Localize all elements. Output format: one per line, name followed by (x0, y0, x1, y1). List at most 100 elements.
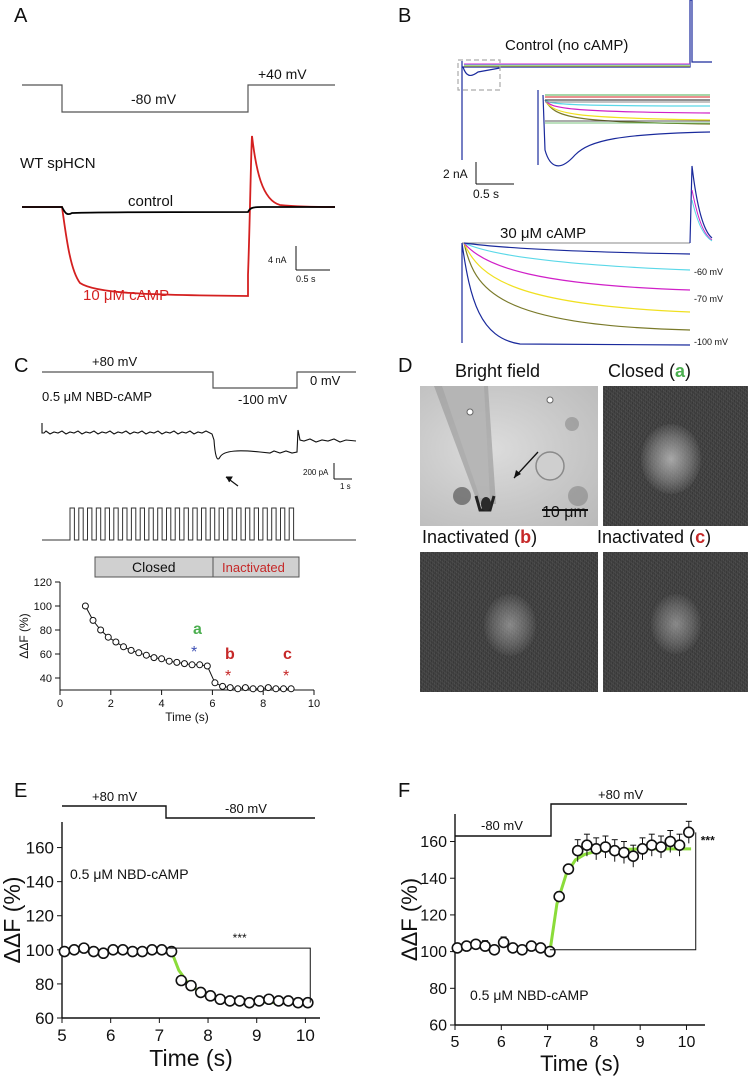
panel-b-camp-traces (461, 165, 713, 346)
data-point (497, 936, 510, 949)
data-point (544, 945, 556, 958)
data-point (253, 995, 265, 1007)
panel-label-d: D (398, 355, 412, 377)
data-point (180, 660, 188, 668)
data-point (104, 633, 112, 641)
panel-b-voltage-label-60: -60 mV (694, 267, 723, 277)
y-tick-label: 140 (26, 873, 54, 892)
panel-c-star-c: * (283, 668, 289, 685)
panel-c-chart: 0 2 4 6 8 10 40 60 80 100 120 Time (s) ΔΔF (%) (17, 577, 320, 724)
x-axis-label: Time (s) (165, 710, 209, 724)
data-point (196, 661, 204, 669)
data-point (507, 942, 519, 954)
y-tick-label: 140 (420, 871, 447, 888)
y-tick-label: 160 (26, 839, 54, 858)
panel-d-title-inactivated-b: Inactivated (b) (422, 527, 537, 547)
panel-a-trace-control (22, 206, 335, 216)
panel-a-label-camp: 10 μM cAMP (83, 287, 169, 304)
y-tick-label: 60 (429, 1018, 447, 1035)
data-point (194, 986, 207, 999)
series-line (84, 605, 292, 690)
panel-b-inset (537, 90, 711, 167)
data-point (226, 684, 234, 692)
data-point (488, 943, 501, 956)
data-point (185, 979, 197, 992)
panel-b-voltage-label-100: -100 mV (694, 337, 728, 347)
panel-a-label-control: control (128, 193, 173, 210)
panel-c-voltage-3: 0 mV (310, 373, 341, 388)
data-point (142, 651, 150, 659)
data-point (525, 940, 538, 952)
data-point (81, 602, 89, 610)
significance-bracket (549, 832, 697, 951)
x-tick-label: 10 (296, 1026, 315, 1045)
data-point (127, 646, 135, 654)
data-point (188, 661, 196, 669)
data-point (214, 993, 227, 1006)
data-point (107, 944, 119, 956)
data-point (282, 995, 295, 1007)
x-tick-label: 0 (57, 698, 63, 710)
panel-b-scalebar (475, 162, 514, 185)
fluorescence-image-inactivated-c (603, 552, 748, 692)
panel-b-scale-current: 2 nA (443, 167, 468, 181)
data-point (78, 942, 90, 954)
data-point (136, 945, 149, 958)
y-tick-label: 80 (40, 625, 52, 637)
data-point (203, 662, 211, 670)
y-axis-label: ΔΔF (%) (397, 878, 422, 961)
panel-f-chart: 5 6 7 8 9 10 60 80 100 120 140 160 Time (s) ΔΔF (%) **… (397, 814, 715, 1076)
data-point (655, 841, 667, 853)
data-point (204, 990, 217, 1002)
y-tick-label: 120 (34, 577, 52, 589)
data-point (89, 616, 97, 624)
panel-c-illumination-pulses (42, 507, 356, 541)
panel-a-construct: WT spHCN (20, 155, 96, 172)
panel-c-bar-closed: Closed (132, 559, 176, 575)
panel-b-title-top: Control (no cAMP) (505, 37, 628, 54)
data-point (249, 685, 257, 693)
x-tick-label: 7 (543, 1034, 552, 1051)
data-point (155, 944, 168, 956)
x-tick-label: 9 (252, 1026, 261, 1045)
panel-a-protocol (22, 84, 335, 113)
panel-e-ligand: 0.5 μM NBD-cAMP (70, 866, 189, 882)
panel-c-scale-time: 1 s (340, 482, 351, 491)
panel-a-trace-camp (22, 135, 336, 297)
data-point (97, 947, 110, 960)
x-tick-label: 8 (589, 1034, 598, 1051)
x-tick-label: 4 (159, 698, 165, 710)
data-point (302, 996, 314, 1009)
pipette-drawing (434, 386, 588, 512)
panel-c-protocol (42, 371, 356, 389)
data-point (224, 995, 236, 1007)
panel-c-voltage-1: +80 mV (92, 354, 137, 369)
panel-c-marker-c: c (283, 646, 292, 663)
data-point (608, 844, 621, 857)
data-point (241, 684, 249, 692)
data-point (292, 996, 304, 1009)
panel-label-b: B (398, 5, 411, 27)
brightfield-image: 10 μm (420, 386, 598, 526)
data-point (219, 682, 227, 690)
panel-f-voltage-1: -80 mV (481, 818, 523, 833)
panel-b-voltage-label-70: -70 mV (694, 294, 723, 304)
data-point (135, 649, 143, 657)
x-tick-label: 6 (106, 1026, 115, 1045)
panel-b-title-bottom: 30 μM cAMP (500, 225, 586, 242)
panel-a-hold-voltage: -80 mV (131, 91, 177, 107)
y-tick-label: 100 (26, 941, 54, 960)
data-point (150, 654, 158, 662)
panel-c-star-a: * (191, 644, 197, 661)
x-axis-label: Time (s) (149, 1045, 232, 1071)
data-point (165, 945, 178, 958)
panel-label-a: A (14, 5, 28, 27)
panel-c-ligand: 0.5 μM NBD-cAMP (42, 389, 152, 404)
data-point (460, 940, 473, 952)
data-point (280, 685, 288, 693)
data-point (165, 657, 173, 665)
data-point (264, 684, 272, 692)
panel-f-voltage-2: +80 mV (598, 787, 643, 802)
panel-a-scalebar (295, 246, 330, 271)
